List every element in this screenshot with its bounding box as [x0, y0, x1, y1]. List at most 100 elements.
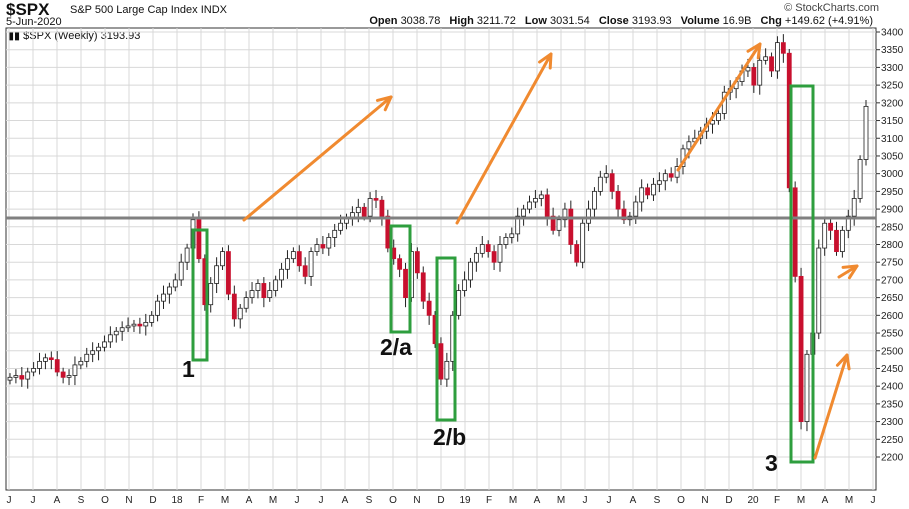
- candle-body: [444, 360, 450, 380]
- candle-body: [184, 247, 190, 263]
- candle-body: [13, 375, 19, 378]
- trend-arrow: [676, 42, 762, 172]
- candle-body: [597, 176, 603, 192]
- candle-body: [267, 290, 273, 299]
- y-tick-label: 2450: [881, 364, 904, 375]
- x-tick-label: J: [7, 495, 12, 506]
- candle-body: [645, 187, 650, 196]
- candle-body: [609, 173, 615, 192]
- candle-body: [426, 300, 432, 316]
- x-tick-label: N: [413, 495, 420, 506]
- candle-body: [468, 261, 473, 281]
- candle-body: [249, 290, 255, 299]
- chg-value: +149.62 (+4.91%): [784, 15, 873, 27]
- x-tick-label: J: [583, 495, 588, 506]
- candle-body: [473, 252, 479, 263]
- y-tick-label: 3200: [881, 98, 904, 109]
- candle-body: [137, 323, 143, 327]
- y-tick-label: 3000: [881, 169, 904, 180]
- trend-arrow: [837, 264, 859, 279]
- candle-body: [845, 215, 851, 231]
- y-tick-label: 2250: [881, 435, 904, 446]
- candle-body: [273, 279, 279, 291]
- candle-body: [102, 341, 107, 348]
- candle-body: [580, 222, 586, 263]
- candle-body: [438, 343, 444, 380]
- candle-body: [220, 251, 225, 267]
- annotation-label: 1: [182, 356, 195, 382]
- x-tick-label: S: [366, 495, 373, 506]
- x-tick-label: A: [246, 495, 253, 506]
- y-tick-label: 3150: [881, 116, 904, 127]
- candle-body: [149, 314, 155, 323]
- candle-body: [72, 364, 78, 376]
- candle-body: [355, 206, 361, 214]
- candle-body: [816, 247, 822, 334]
- candle-body: [751, 67, 757, 86]
- x-tick-label: M: [509, 495, 517, 506]
- candle-body: [320, 244, 326, 249]
- y-tick-label: 2700: [881, 275, 904, 286]
- candle-body: [125, 325, 131, 329]
- candle-body: [863, 105, 869, 160]
- candle-body: [78, 360, 84, 366]
- candle-body: [143, 322, 149, 327]
- candle-body: [231, 293, 237, 320]
- trend-arrow: [813, 353, 849, 460]
- highlight-box: [789, 84, 815, 464]
- candle-body: [851, 198, 857, 217]
- candle-body: [651, 183, 656, 196]
- candle-body: [798, 275, 804, 422]
- candle-body: [326, 237, 332, 249]
- candle-body: [161, 293, 166, 302]
- candle-body: [279, 268, 284, 281]
- candle-body: [592, 190, 597, 210]
- candle-body: [674, 166, 680, 178]
- trend-arrowhead: [841, 264, 859, 280]
- candle-body: [113, 330, 119, 336]
- y-tick-label: 2650: [881, 293, 904, 304]
- candle-body: [255, 283, 261, 291]
- x-tick-label: A: [822, 495, 829, 506]
- trend-arrowhead: [746, 42, 762, 60]
- x-tick-label: J: [31, 495, 36, 506]
- highlight-box: [389, 224, 412, 334]
- candle-body: [763, 56, 769, 61]
- y-tick-label: 2200: [881, 453, 904, 464]
- y-tick-label: 2750: [881, 258, 904, 269]
- candle-body: [208, 283, 214, 306]
- x-tick-label: O: [677, 495, 685, 506]
- candle-body: [19, 375, 25, 380]
- annotation-label: 3: [765, 450, 778, 476]
- x-tick-label: D: [437, 495, 444, 506]
- candle-body: [556, 219, 562, 231]
- candle-body: [172, 279, 178, 288]
- candle-body: [780, 42, 786, 54]
- candle-body: [290, 251, 296, 260]
- x-tick-label: J: [319, 495, 324, 506]
- candle-body: [379, 199, 385, 217]
- y-tick-label: 3300: [881, 63, 904, 74]
- candle-body: [834, 229, 839, 252]
- candle-body: [479, 244, 485, 254]
- open-value: 3038.78: [400, 15, 441, 27]
- candle-body: [527, 201, 532, 210]
- y-tick-label: 2350: [881, 399, 904, 410]
- candle-body: [7, 376, 13, 381]
- candle-body: [155, 300, 160, 316]
- trend-arrow: [242, 95, 393, 222]
- candle-body: [668, 173, 674, 178]
- candle-body: [226, 251, 231, 295]
- symbol-title: $SPX: [6, 0, 50, 19]
- candle-body: [25, 371, 31, 380]
- index-name: S&P 500 Large Cap Index INDX: [70, 4, 227, 16]
- chg-label: Chg: [760, 15, 782, 27]
- x-tick-label: A: [534, 495, 541, 506]
- brand-watermark: © StockCharts.com: [784, 2, 879, 14]
- x-tick-label: M: [797, 495, 805, 506]
- candle-body: [338, 222, 343, 231]
- candle-body: [178, 261, 184, 281]
- highlight-box: [191, 228, 209, 362]
- annotation-label: 2/b: [433, 424, 466, 450]
- candle-body: [261, 283, 267, 299]
